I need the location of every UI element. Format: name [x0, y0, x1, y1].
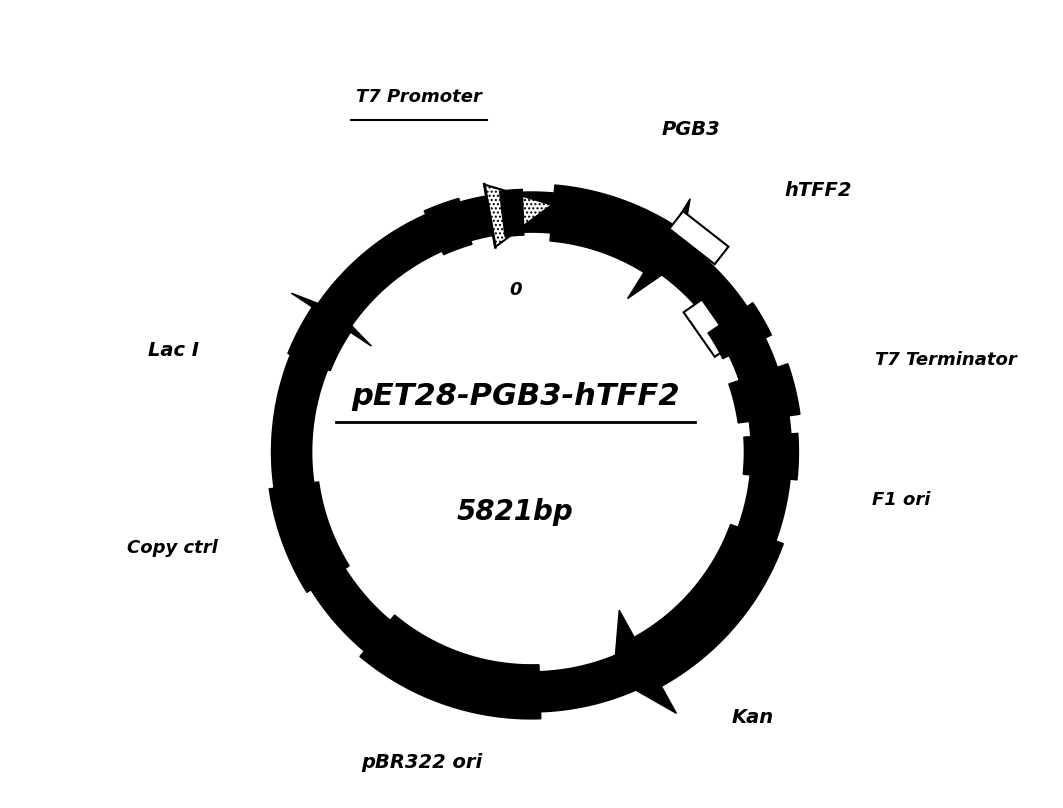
Polygon shape	[684, 300, 733, 357]
Text: PGB3: PGB3	[662, 120, 721, 139]
Polygon shape	[743, 433, 798, 480]
Polygon shape	[613, 524, 783, 713]
Text: pET28-PGB3-hTFF2: pET28-PGB3-hTFF2	[351, 381, 680, 410]
Polygon shape	[729, 364, 800, 423]
Polygon shape	[269, 482, 350, 592]
Polygon shape	[708, 303, 772, 359]
Text: pBR322 ori: pBR322 ori	[361, 752, 483, 772]
Polygon shape	[550, 185, 690, 299]
Text: Copy ctrl: Copy ctrl	[128, 539, 218, 557]
Polygon shape	[271, 191, 792, 713]
Polygon shape	[500, 189, 524, 237]
Polygon shape	[360, 615, 541, 719]
Text: F1 ori: F1 ori	[872, 490, 930, 509]
Text: Kan: Kan	[731, 708, 774, 726]
Polygon shape	[670, 211, 728, 264]
Text: Lac I: Lac I	[148, 341, 199, 360]
Text: T7 Terminator: T7 Terminator	[875, 351, 1017, 369]
Polygon shape	[424, 199, 472, 255]
Text: 0: 0	[509, 280, 522, 299]
Polygon shape	[288, 293, 371, 371]
Text: T7 Promoter: T7 Promoter	[356, 88, 482, 106]
Text: hTFF2: hTFF2	[784, 181, 851, 200]
Polygon shape	[485, 184, 552, 247]
Text: 5821bp: 5821bp	[457, 498, 574, 526]
